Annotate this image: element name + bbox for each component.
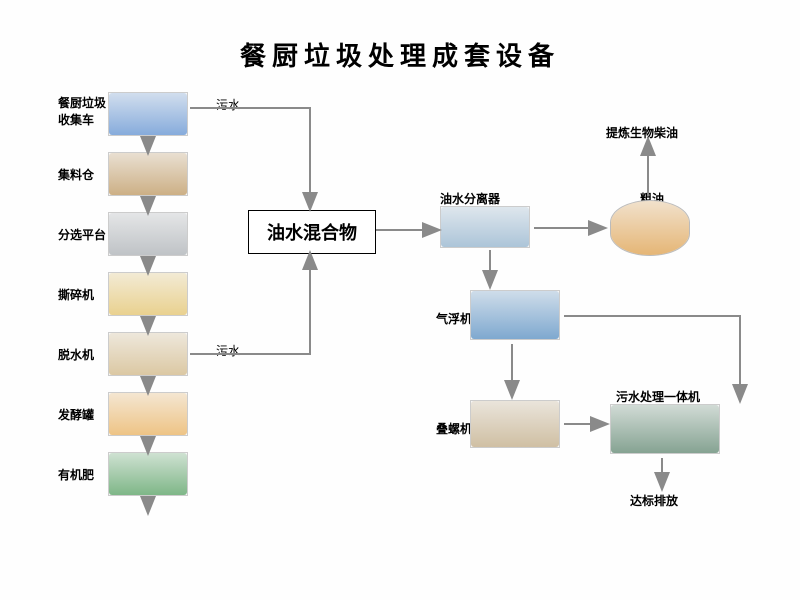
flow-arrows	[0, 0, 800, 600]
